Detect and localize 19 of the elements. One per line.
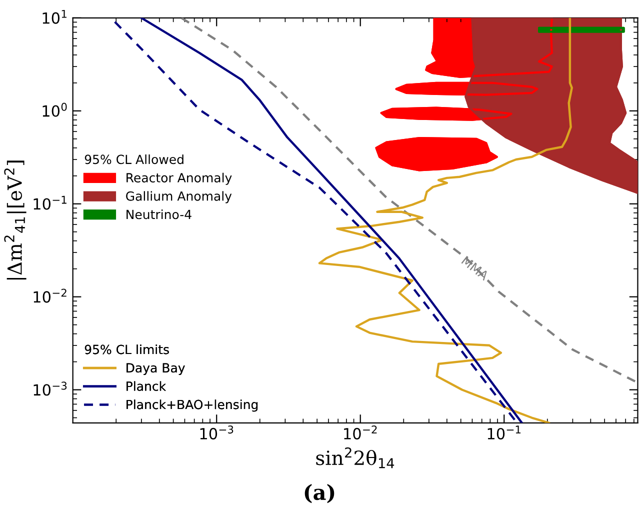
text: 95% CL Allowed — [84, 154, 184, 164]
legend-label: Daya Bay — [126, 363, 185, 375]
y-tick-label: 10$^{1}$ — [42, 10, 66, 24]
x-tick-label: 10$^{−1}$ — [488, 426, 521, 440]
legend-label: Neutrino-4 — [126, 209, 192, 220]
x-tick-label: 10$^{−2}$ — [344, 425, 377, 440]
x-tick-label: 10$^{−3}$ — [200, 425, 234, 440]
y-tick-label: 10$^{0}$ — [42, 102, 67, 117]
x-axis-title: sin$^{2}$2θ$_{14}$ — [316, 447, 394, 468]
y-tick-label: 10$^{−1}$ — [34, 196, 66, 210]
legend-label: Reactor Anomaly — [126, 172, 232, 185]
legend-label: Planck — [126, 381, 166, 391]
y-tick-label: 10$^{−3}$ — [34, 382, 67, 396]
y-tick-label: 10$^{−2}$ — [34, 288, 66, 303]
legend-label: Planck+BAO+lensing — [126, 400, 258, 412]
legend-label: Gallium Anomaly — [126, 191, 232, 204]
text: (a) — [304, 484, 334, 504]
y-axis-title: |Δm$^{2}$$_{41}$|[eV$^{2}$] — [4, 160, 26, 280]
text: 95% CL limits — [84, 344, 169, 354]
